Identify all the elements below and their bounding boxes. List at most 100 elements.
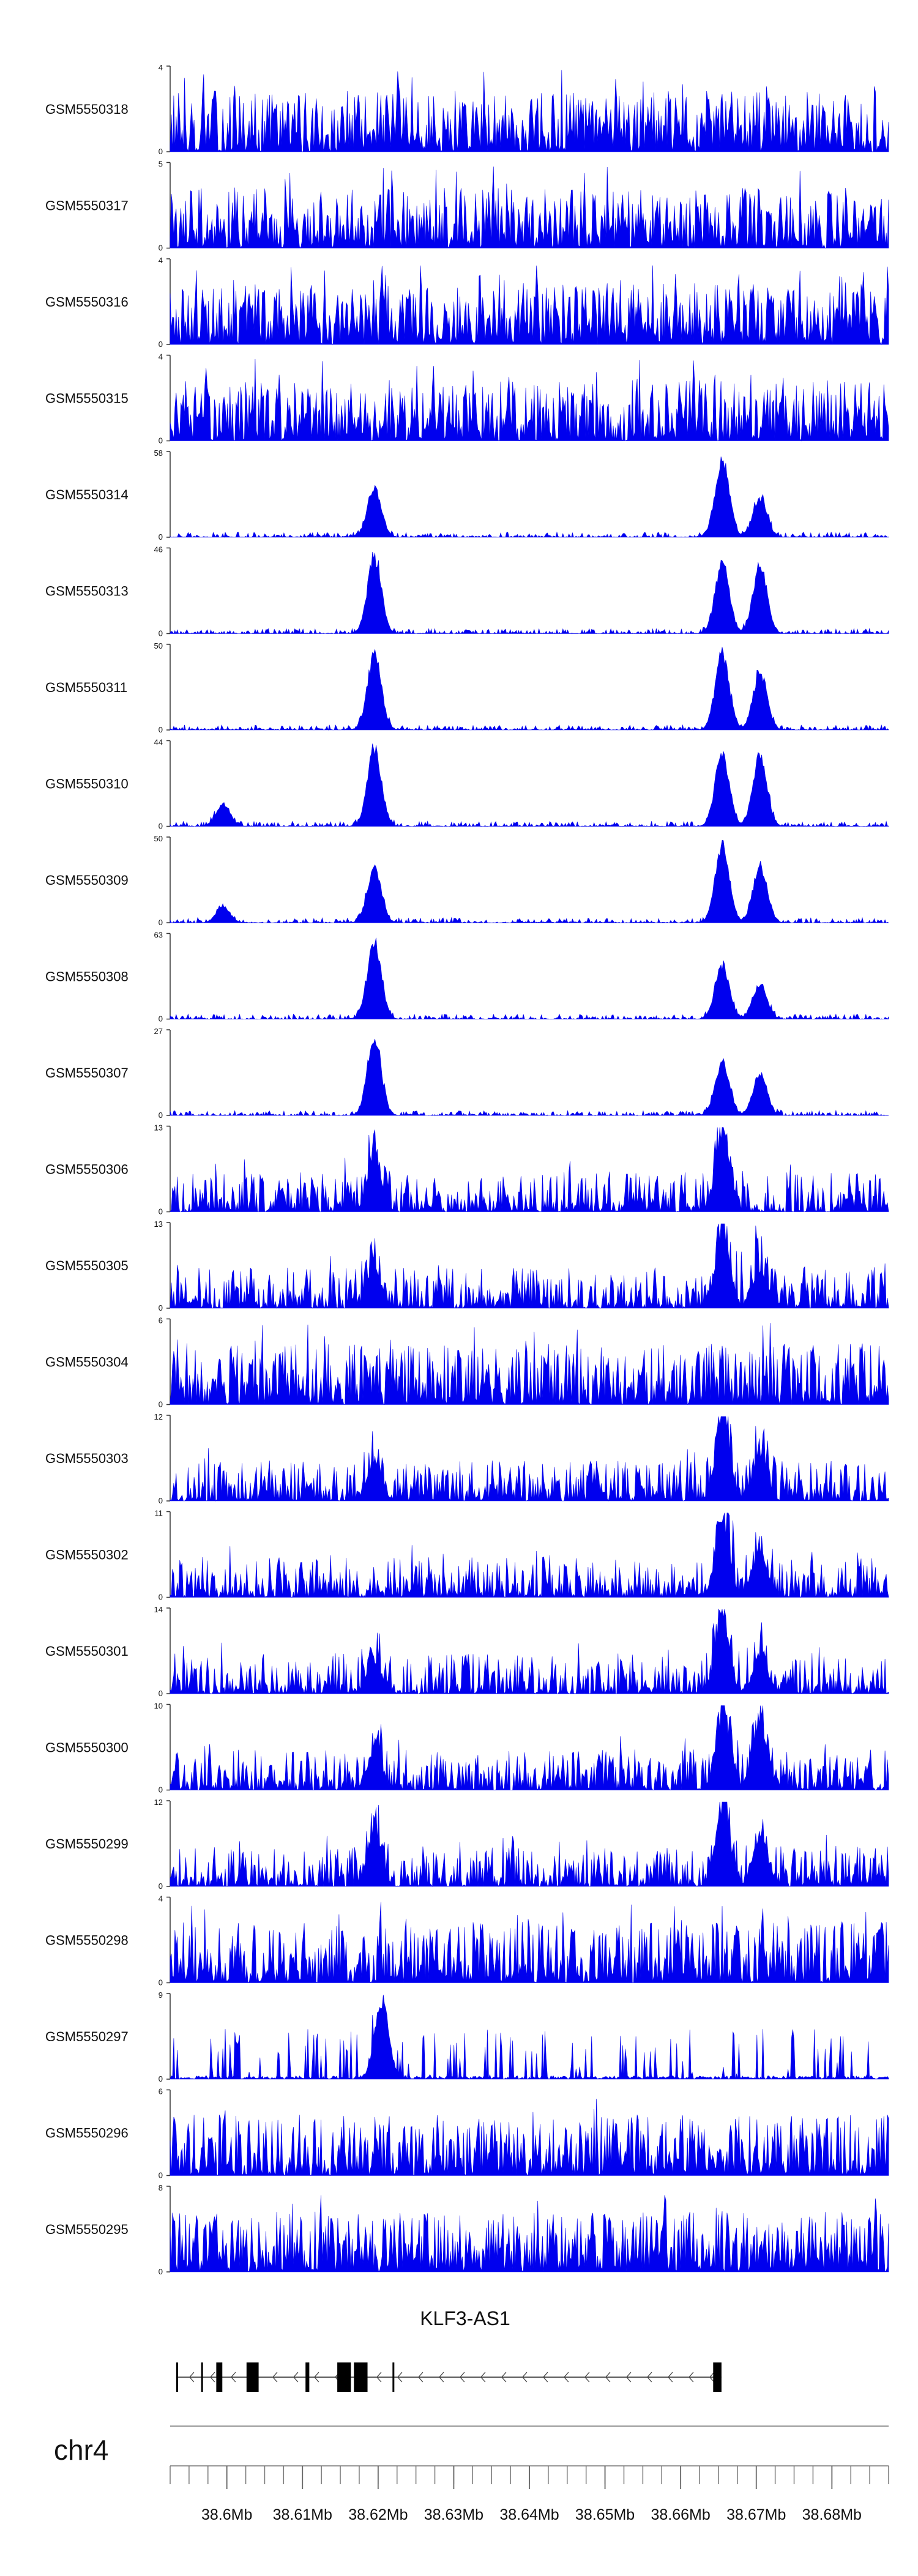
y-max-label: 13 — [154, 1123, 163, 1133]
track-GSM5550303: GSM5550303 12 0 — [45, 1412, 889, 1505]
strand-arrow — [709, 2372, 715, 2383]
track-GSM5550308: GSM5550308 63 0 — [45, 931, 889, 1024]
exon — [201, 2362, 203, 2392]
y-max-label: 4 — [159, 352, 163, 362]
y-zero-label: 0 — [159, 1689, 163, 1698]
strand-arrow — [688, 2372, 694, 2383]
y-zero-label: 0 — [159, 340, 163, 349]
coverage-area — [170, 1609, 889, 1695]
track-GSM5550298: GSM5550298 4 0 — [45, 1894, 889, 1987]
y-max-label: 27 — [154, 1027, 163, 1036]
strand-arrow — [647, 2372, 652, 2383]
coverage-area — [170, 937, 889, 1020]
ruler-tick-label: 38.67Mb — [726, 2506, 786, 2523]
y-zero-label: 0 — [159, 2171, 163, 2180]
y-zero-label: 0 — [159, 244, 163, 253]
strand-arrow — [626, 2372, 632, 2383]
coverage-area — [170, 1038, 889, 1116]
track-name: GSM5550309 — [45, 873, 129, 888]
y-max-label: 12 — [154, 1798, 163, 1807]
y-zero-label: 0 — [159, 822, 163, 831]
y-max-label: 50 — [154, 641, 163, 650]
genome-axis: chr4 38.6Mb 38.61Mb 38.62Mb 38.63Mb 38.64Mb 3… — [54, 2425, 889, 2523]
y-zero-label: 0 — [159, 532, 163, 542]
coverage-area — [170, 1513, 889, 1598]
y-zero-label: 0 — [159, 1882, 163, 1891]
coverage-area — [170, 1416, 889, 1502]
ruler-tick-label: 38.6Mb — [201, 2506, 252, 2523]
strand-arrow — [189, 2372, 195, 2383]
y-max-label: 58 — [154, 449, 163, 458]
track-GSM5550295: GSM5550295 8 0 — [45, 2183, 889, 2276]
track-name: GSM5550315 — [45, 391, 129, 406]
track-GSM5550301: GSM5550301 14 0 — [45, 1605, 889, 1698]
ruler-tick-label: 38.64Mb — [499, 2506, 559, 2523]
y-max-label: 5 — [159, 160, 163, 169]
y-zero-label: 0 — [159, 1207, 163, 1216]
ruler-tick-label: 38.63Mb — [424, 2506, 483, 2523]
strand-arrow — [584, 2372, 590, 2383]
track-name: GSM5550317 — [45, 198, 129, 214]
strand-arrow — [439, 2372, 444, 2383]
coverage-area — [170, 1323, 889, 1405]
ruler-tick-label: 38.68Mb — [802, 2506, 862, 2523]
track-name: GSM5550316 — [45, 294, 129, 310]
coverage-tracks: GSM555031840GSM555031750GSM555031640GSM5… — [45, 63, 889, 2276]
track-GSM5550299: GSM5550299 12 0 — [45, 1798, 889, 1891]
ruler-tick-label: 38.65Mb — [575, 2506, 635, 2523]
strand-arrow — [605, 2372, 611, 2383]
ruler-tick-label: 38.66Mb — [651, 2506, 711, 2523]
coverage-area — [170, 265, 889, 345]
coverage-area — [170, 2195, 889, 2273]
y-max-label: 4 — [159, 1894, 163, 1904]
strand-arrow — [418, 2372, 424, 2383]
track-GSM5550317: GSM5550317 5 0 — [45, 160, 889, 253]
coverage-area — [170, 743, 889, 827]
track-GSM5550305: GSM5550305 13 0 — [45, 1219, 889, 1312]
y-zero-label: 0 — [159, 1978, 163, 1987]
coverage-area — [170, 552, 889, 635]
y-zero-label: 0 — [159, 725, 163, 734]
track-GSM5550307: GSM5550307 27 0 — [45, 1027, 889, 1120]
y-max-label: 63 — [154, 931, 163, 940]
strand-arrow — [314, 2372, 319, 2383]
exon — [305, 2362, 310, 2392]
y-max-label: 50 — [154, 834, 163, 843]
y-zero-label: 0 — [159, 629, 163, 638]
y-max-label: 10 — [154, 1702, 163, 1711]
track-GSM5550313: GSM5550313 46 0 — [45, 545, 889, 638]
strand-arrow — [564, 2372, 569, 2383]
track-name: GSM5550306 — [45, 1162, 129, 1177]
strand-arrow — [668, 2372, 673, 2383]
y-zero-label: 0 — [159, 147, 163, 156]
y-zero-label: 0 — [159, 1111, 163, 1120]
y-max-label: 13 — [154, 1219, 163, 1229]
coverage-area — [170, 456, 889, 538]
coverage-area — [170, 1127, 889, 1213]
y-zero-label: 0 — [159, 2267, 163, 2276]
y-max-label: 4 — [159, 256, 163, 265]
track-name: GSM5550297 — [45, 2029, 129, 2044]
y-max-label: 8 — [159, 2183, 163, 2192]
y-max-label: 46 — [154, 545, 163, 554]
track-GSM5550302: GSM5550302 11 0 — [45, 1509, 889, 1602]
coverage-area — [170, 839, 889, 923]
strand-arrow — [231, 2372, 236, 2383]
strand-arrow — [501, 2372, 507, 2383]
y-max-label: 6 — [159, 1316, 163, 1325]
track-GSM5550300: GSM5550300 10 0 — [45, 1702, 889, 1795]
coverage-area — [170, 1994, 889, 2080]
track-GSM5550297: GSM5550297 9 0 — [45, 1990, 889, 2083]
y-max-label: 4 — [159, 63, 163, 72]
track-name: GSM5550298 — [45, 1933, 129, 1948]
y-zero-label: 0 — [159, 1593, 163, 1602]
track-name: GSM5550318 — [45, 102, 129, 117]
strand-arrow — [293, 2372, 299, 2383]
gene-track: KLF3-AS1 — [176, 2307, 722, 2392]
coverage-area — [170, 1223, 889, 1309]
coverage-area — [170, 70, 889, 152]
strand-arrow — [543, 2372, 548, 2383]
track-GSM5550296: GSM5550296 6 0 — [45, 2087, 889, 2180]
y-max-label: 6 — [159, 2087, 163, 2096]
